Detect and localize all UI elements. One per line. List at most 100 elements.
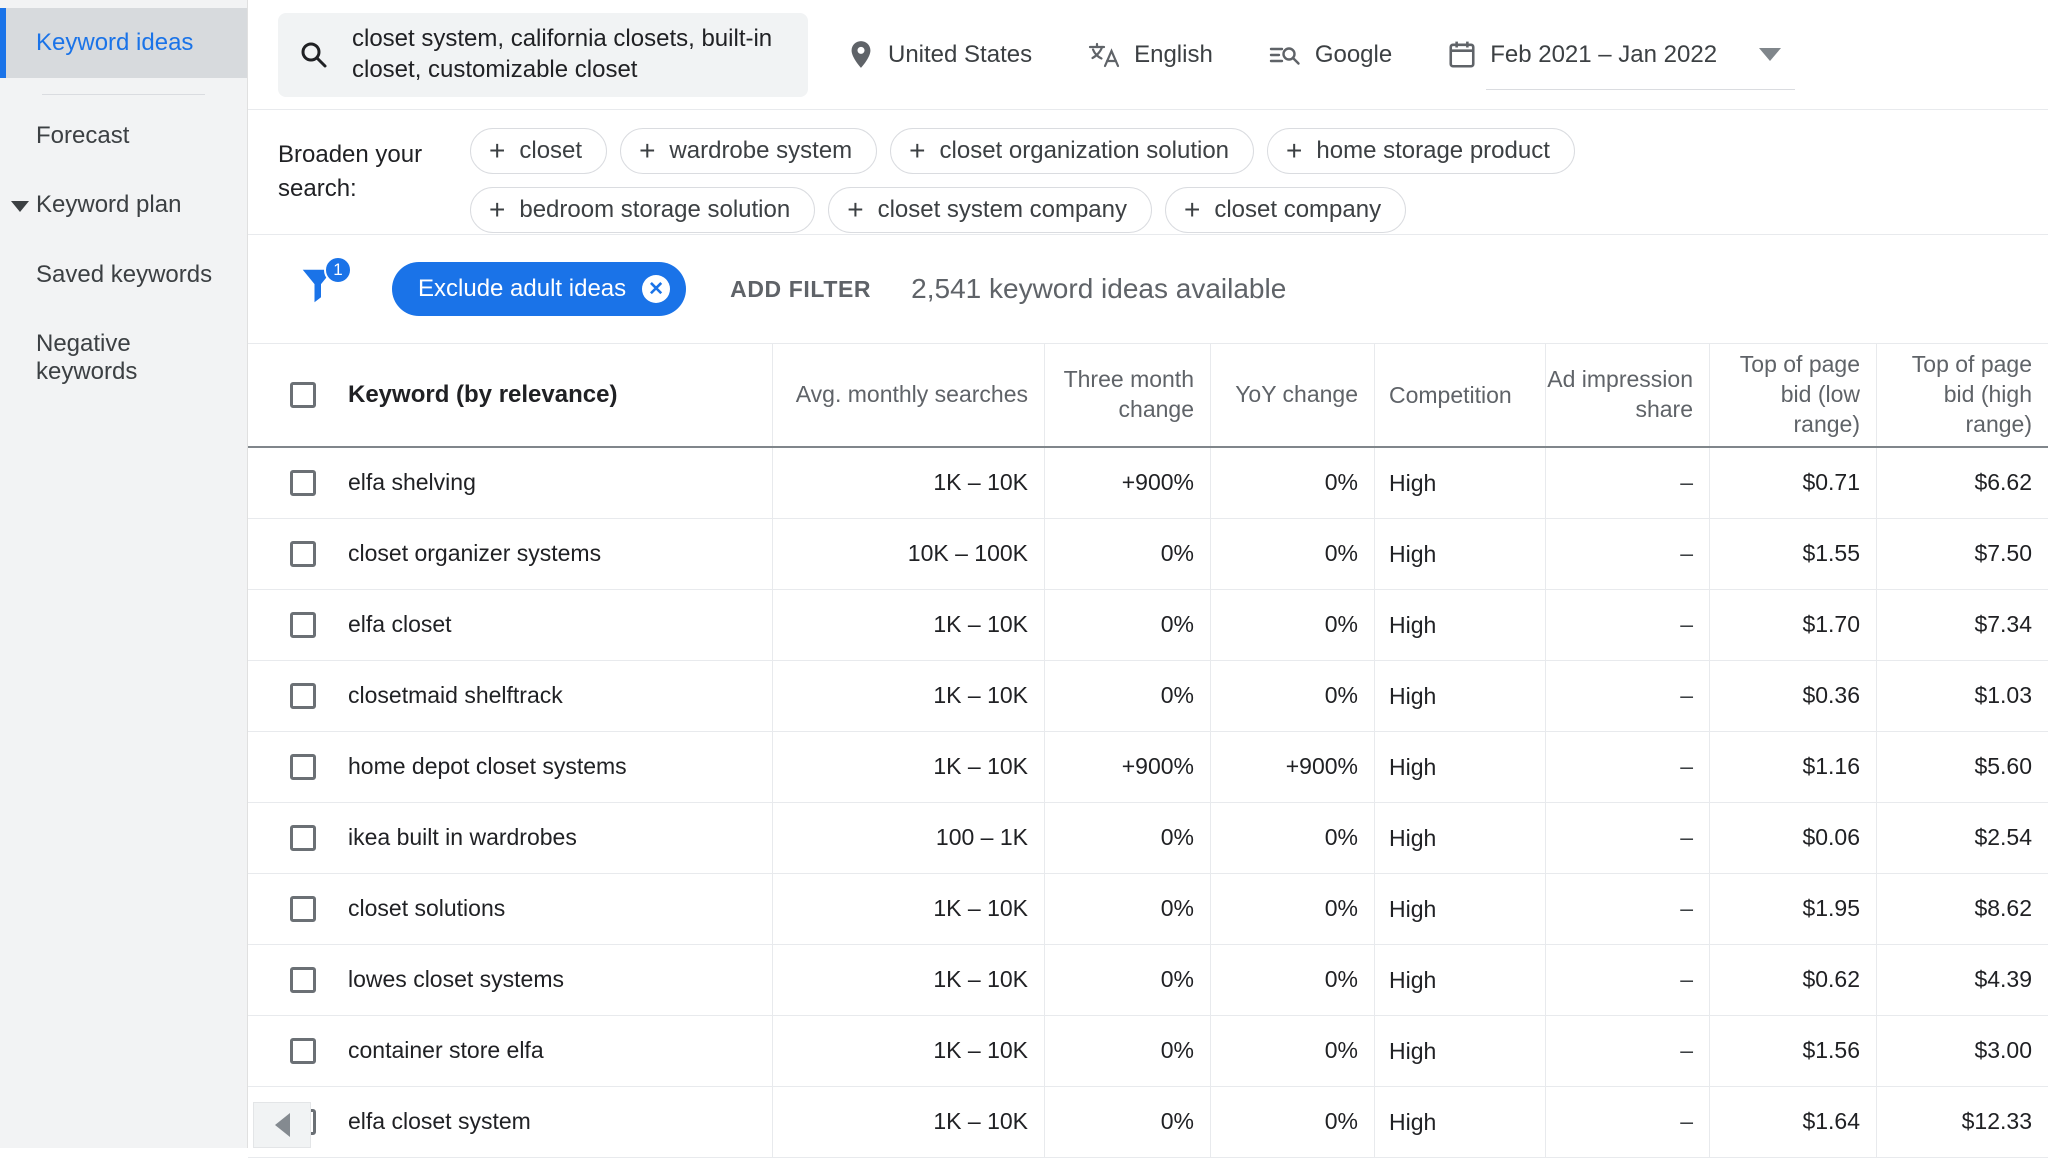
- network-value: Google: [1314, 40, 1393, 68]
- competition-cell: High: [1374, 661, 1545, 731]
- sidebar-item-saved-keywords[interactable]: Saved keywords: [0, 240, 247, 310]
- yoy-cell: 0%: [1210, 590, 1374, 660]
- competition-cell: High: [1374, 945, 1545, 1015]
- three-month-cell: 0%: [1044, 945, 1210, 1015]
- yoy-cell: +900%: [1210, 732, 1374, 802]
- avg-monthly-cell: 10K – 100K: [772, 519, 1044, 589]
- language-value: English: [1134, 40, 1213, 68]
- sidebar-divider: [42, 93, 205, 95]
- row-checkbox[interactable]: [290, 825, 316, 851]
- search-icon: [298, 39, 330, 71]
- three-month-cell: 0%: [1044, 803, 1210, 873]
- three-month-cell: 0%: [1044, 874, 1210, 944]
- header-label: Avg. monthly searches: [795, 381, 1028, 408]
- broaden-chip-list: + closet + wardrobe system + closet orga…: [470, 126, 1920, 233]
- sidebar-item-keyword-plan[interactable]: Keyword plan: [0, 170, 247, 240]
- language-selector[interactable]: English: [1088, 41, 1213, 69]
- broaden-chip-closet-company[interactable]: + closet company: [1164, 187, 1407, 233]
- row-checkbox[interactable]: [290, 896, 316, 922]
- keyword-cell: container store elfa: [348, 1037, 544, 1064]
- chevron-down-icon[interactable]: [1759, 48, 1782, 61]
- row-checkbox[interactable]: [290, 1038, 316, 1064]
- keyword-cell: home depot closet systems: [348, 753, 627, 780]
- keyword-cell: elfa shelving: [348, 469, 476, 496]
- header-competition[interactable]: Competition: [1374, 344, 1545, 446]
- remove-filter-icon[interactable]: ✕: [642, 275, 671, 303]
- filter-funnel-button[interactable]: 1: [300, 256, 352, 312]
- collapse-arrow-icon[interactable]: [11, 201, 29, 213]
- avg-monthly-cell: 1K – 10K: [772, 1016, 1044, 1086]
- three-month-cell: 0%: [1044, 661, 1210, 731]
- location-value: United States: [888, 40, 1033, 68]
- plus-icon: +: [1286, 135, 1303, 166]
- keyword-cell: ikea built in wardrobes: [348, 824, 577, 851]
- competition-cell: High: [1374, 874, 1545, 944]
- header-ad-impression-share[interactable]: Ad impression share: [1545, 344, 1709, 446]
- table-row: container store elfa 1K – 10K 0% 0% High…: [248, 1016, 2048, 1087]
- sidebar-item-forecast[interactable]: Forecast: [0, 101, 247, 171]
- keyword-cell: elfa closet system: [348, 1108, 531, 1135]
- add-filter-button[interactable]: ADD FILTER: [730, 275, 872, 302]
- header-top-bid-low[interactable]: Top of page bid (low range): [1709, 344, 1876, 446]
- table-row: closet organizer systems 10K – 100K 0% 0…: [248, 519, 2048, 590]
- three-month-cell: +900%: [1044, 448, 1210, 518]
- main-content: closet system, california closets, built…: [248, 0, 2048, 1158]
- row-checkbox[interactable]: [290, 967, 316, 993]
- chip-label: closet: [519, 137, 583, 164]
- network-selector[interactable]: Google: [1269, 41, 1392, 69]
- date-range-value: Feb 2021 – Jan 2022: [1490, 40, 1718, 68]
- select-all-checkbox[interactable]: [290, 382, 316, 408]
- broaden-chip-closet[interactable]: + closet: [470, 128, 608, 174]
- scroll-left-button[interactable]: [253, 1102, 311, 1148]
- bid-low-cell: $1.56: [1709, 1016, 1876, 1086]
- row-checkbox[interactable]: [290, 470, 316, 496]
- yoy-cell: 0%: [1210, 519, 1374, 589]
- bid-high-cell: $3.00: [1876, 1016, 2048, 1086]
- row-checkbox[interactable]: [290, 541, 316, 567]
- avg-monthly-cell: 1K – 10K: [772, 448, 1044, 518]
- broaden-chip-home-storage-product[interactable]: + home storage product: [1267, 128, 1575, 174]
- bid-high-cell: $1.03: [1876, 661, 2048, 731]
- header-label: Top of page bid (low range): [1739, 351, 1860, 437]
- date-range-selector[interactable]: Feb 2021 – Jan 2022: [1448, 40, 1795, 90]
- broaden-chip-closet-system-company[interactable]: + closet system company: [828, 187, 1152, 233]
- ad-impression-cell: –: [1545, 661, 1709, 731]
- location-selector[interactable]: United States: [848, 40, 1032, 70]
- broaden-chip-closet-organization-solution[interactable]: + closet organization solution: [890, 128, 1255, 174]
- header-avg-monthly-searches[interactable]: Avg. monthly searches: [772, 344, 1044, 446]
- yoy-cell: 0%: [1210, 803, 1374, 873]
- broaden-chip-wardrobe-system[interactable]: + wardrobe system: [620, 128, 878, 174]
- header-label: Competition: [1389, 381, 1512, 408]
- keyword-cell: closet solutions: [348, 895, 506, 922]
- funnel-icon: [302, 269, 333, 303]
- broaden-search-label: Broaden your search:: [278, 141, 423, 202]
- active-filter-chip[interactable]: Exclude adult ideas ✕: [392, 262, 687, 316]
- row-checkbox[interactable]: [290, 683, 316, 709]
- competition-cell: High: [1374, 519, 1545, 589]
- ad-impression-cell: –: [1545, 803, 1709, 873]
- header-yoy-change[interactable]: YoY change: [1210, 344, 1374, 446]
- chip-label: wardrobe system: [669, 137, 853, 164]
- broaden-chip-bedroom-storage-solution[interactable]: + bedroom storage solution: [470, 187, 816, 233]
- sidebar-item-keyword-ideas[interactable]: Keyword ideas: [0, 8, 247, 78]
- filter-bar: 1 Exclude adult ideas ✕ ADD FILTER 2,541…: [248, 235, 2048, 343]
- chip-label: closet system company: [877, 196, 1127, 223]
- row-checkbox[interactable]: [290, 612, 316, 638]
- header-keyword[interactable]: Keyword (by relevance): [248, 344, 772, 446]
- sidebar-item-label: Forecast: [36, 121, 130, 149]
- broaden-search-section: Broaden your search: + closet + wardrobe…: [248, 110, 2048, 235]
- calendar-icon: [1448, 40, 1476, 70]
- keyword-search-input[interactable]: closet system, california closets, built…: [278, 12, 808, 97]
- keyword-cell: closet organizer systems: [348, 540, 602, 567]
- search-input-value: closet system, california closets, built…: [352, 24, 773, 83]
- three-month-cell: 0%: [1044, 590, 1210, 660]
- bid-high-cell: $7.34: [1876, 590, 2048, 660]
- sidebar-item-negative-keywords[interactable]: Negative keywords: [0, 309, 247, 406]
- header-three-month-change[interactable]: Three month change: [1044, 344, 1210, 446]
- header-top-bid-high[interactable]: Top of page bid (high range): [1876, 344, 2048, 446]
- competition-cell: High: [1374, 1016, 1545, 1086]
- avg-monthly-cell: 100 – 1K: [772, 803, 1044, 873]
- row-checkbox[interactable]: [290, 754, 316, 780]
- chip-label: home storage product: [1316, 137, 1550, 164]
